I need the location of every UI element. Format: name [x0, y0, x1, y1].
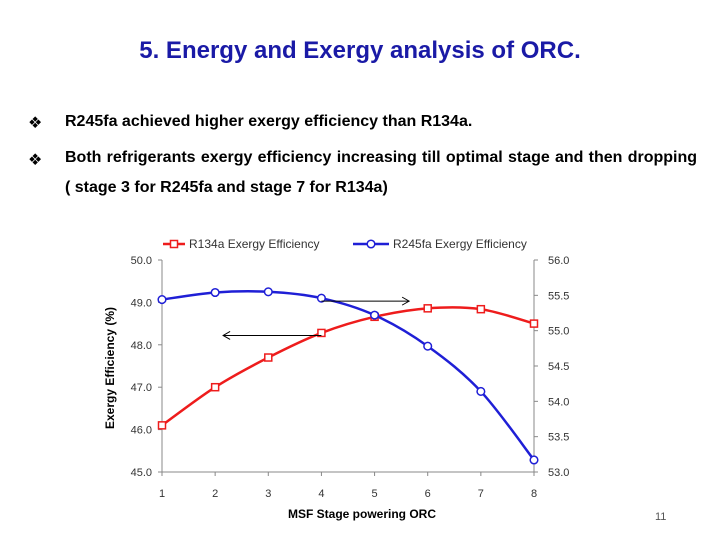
- r245fa-data-point: [529, 455, 539, 465]
- r134a-data-point: [423, 304, 432, 313]
- left-tick-label: 50.0: [131, 255, 152, 267]
- r134a-data-point: [210, 382, 220, 392]
- y-axis-title: Exergy Efficiency (%): [103, 307, 117, 429]
- r134a-data-point: [264, 353, 273, 362]
- bullet-text-2: Both refrigerants exergy efficiency incr…: [65, 149, 697, 196]
- x-tick-label: 1: [159, 488, 165, 500]
- r245fa-data-point: [210, 287, 220, 298]
- left-tick-label: 49.0: [131, 297, 152, 309]
- four-diamond-bullet-icon: ❖: [28, 152, 43, 169]
- right-tick-label: 55.5: [548, 290, 569, 302]
- r245fa-data-point: [423, 341, 433, 351]
- x-tick-label: 7: [478, 488, 484, 500]
- x-tick-label: 2: [212, 488, 218, 500]
- r245fa-data-point: [476, 386, 486, 396]
- r245fa-data-point: [157, 295, 167, 305]
- x-tick-label: 6: [425, 488, 431, 500]
- r134a-data-point: [476, 304, 486, 314]
- slide-title: 5. Energy and Exergy analysis of ORC.: [139, 37, 581, 64]
- bullet-text-1: R245fa achieved higher exergy efficiency…: [65, 113, 473, 130]
- x-tick-label: 3: [265, 488, 271, 500]
- r134a-series-line: [161, 306, 535, 427]
- four-diamond-bullet-icon: ❖: [28, 115, 43, 132]
- left-tick-label: 45.0: [131, 467, 152, 479]
- x-tick-label: 8: [531, 488, 537, 500]
- r134a-legend-marker: [169, 239, 179, 249]
- page-number: 11: [655, 511, 667, 523]
- r134a-legend-label: R134a Exergy Efficiency: [189, 237, 320, 251]
- left-tick-label: 48.0: [131, 340, 152, 352]
- annotation-arrow-head: [222, 331, 231, 340]
- left-tick-label: 47.0: [131, 382, 152, 394]
- right-tick-label: 55.0: [548, 326, 569, 338]
- right-tick-label: 54.0: [548, 396, 569, 408]
- x-tick-label: 4: [318, 488, 324, 500]
- right-tick-label: 56.0: [548, 255, 569, 267]
- left-tick-label: 46.0: [131, 425, 152, 437]
- r134a-data-point: [529, 319, 539, 328]
- right-tick-label: 53.5: [548, 432, 569, 444]
- r245fa-data-point: [263, 287, 273, 297]
- r134a-data-point: [317, 328, 326, 338]
- r245fa-data-point: [316, 293, 326, 303]
- r245fa-legend-marker: [366, 239, 376, 249]
- r245fa-legend-label: R245fa Exergy Efficiency: [393, 237, 527, 251]
- x-axis-title: MSF Stage powering ORC: [288, 507, 436, 521]
- right-tick-label: 54.5: [548, 361, 569, 373]
- r245fa-data-point: [370, 310, 380, 320]
- annotation-arrow-head: [401, 296, 411, 306]
- x-tick-label: 5: [372, 488, 378, 500]
- r245fa-series-line: [161, 290, 535, 461]
- r134a-data-point: [157, 421, 167, 430]
- right-tick-label: 53.0: [548, 467, 569, 479]
